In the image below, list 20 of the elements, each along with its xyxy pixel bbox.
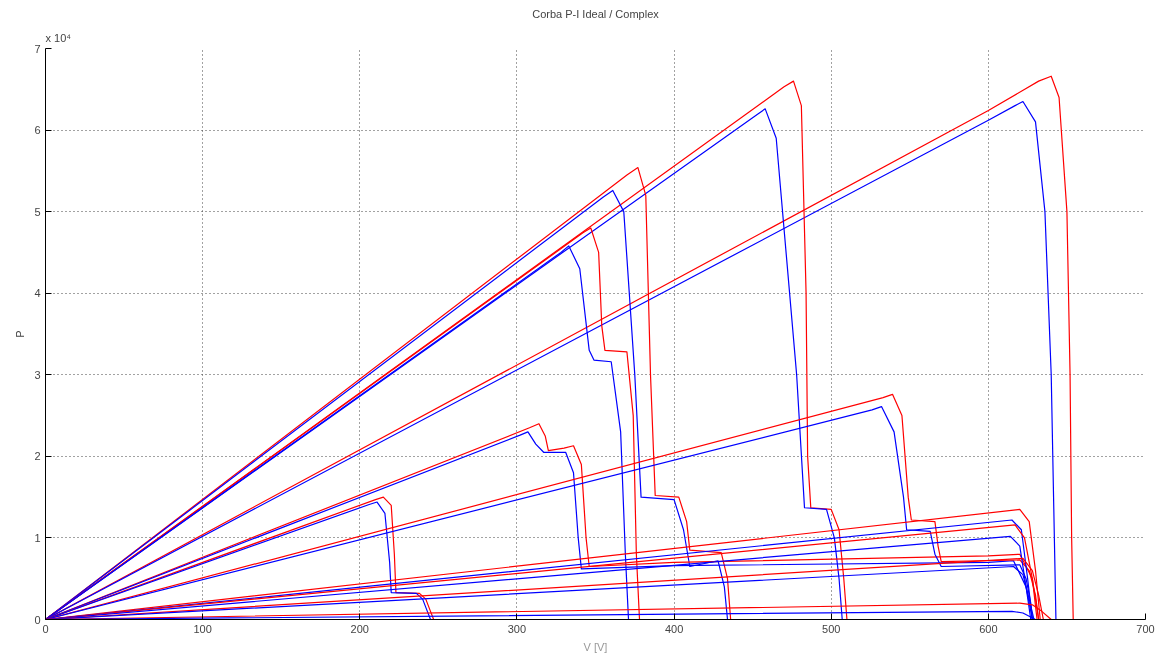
y-tick-label: 0 <box>34 613 41 626</box>
x-tick-label: 0 <box>42 622 49 635</box>
y-tick-label: 6 <box>34 124 41 137</box>
chart-title: Corba P-I Ideal / Complex <box>532 7 660 20</box>
x-axis-title: V [V] <box>583 640 608 653</box>
text: x 10⁴ <box>45 31 72 44</box>
y-axis-title: P <box>14 330 27 338</box>
y-tick-label: 4 <box>34 287 41 300</box>
x-tick-label: 500 <box>822 622 841 635</box>
x-tick-label: 200 <box>350 622 369 635</box>
x-tick-label: 700 <box>1136 622 1155 635</box>
x-tick-label: 300 <box>507 622 527 635</box>
x-tick-label: 600 <box>979 622 998 635</box>
y-tick-label: 5 <box>34 205 41 218</box>
y-tick-label: 2 <box>34 450 41 463</box>
y-tick-label: 7 <box>34 42 41 55</box>
y-tick-label: 1 <box>34 531 41 544</box>
x-tick-label: 100 <box>193 622 212 635</box>
x-tick-label: 400 <box>664 622 684 635</box>
y-tick-label: 3 <box>34 368 41 381</box>
